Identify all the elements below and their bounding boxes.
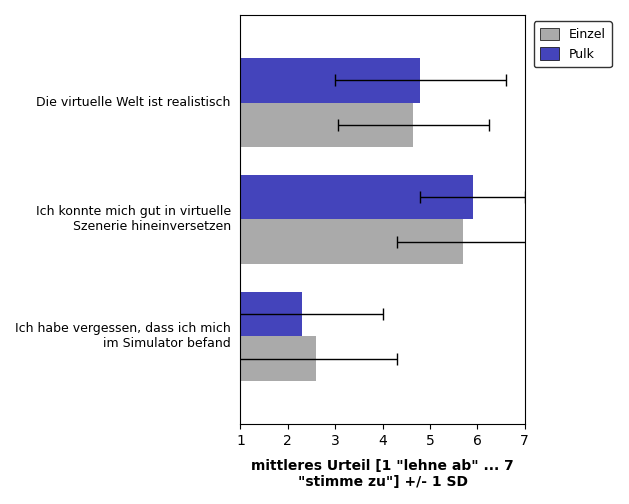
Bar <box>240 292 302 336</box>
Legend: Einzel, Pulk: Einzel, Pulk <box>534 21 612 67</box>
Bar <box>240 336 316 381</box>
Bar <box>240 58 420 103</box>
X-axis label: mittleres Urteil [1 "lehne ab" ... 7
"stimme zu"] +/- 1 SD: mittleres Urteil [1 "lehne ab" ... 7 "st… <box>251 459 514 489</box>
Bar <box>240 175 472 219</box>
Bar <box>240 103 413 147</box>
Bar <box>240 219 463 264</box>
